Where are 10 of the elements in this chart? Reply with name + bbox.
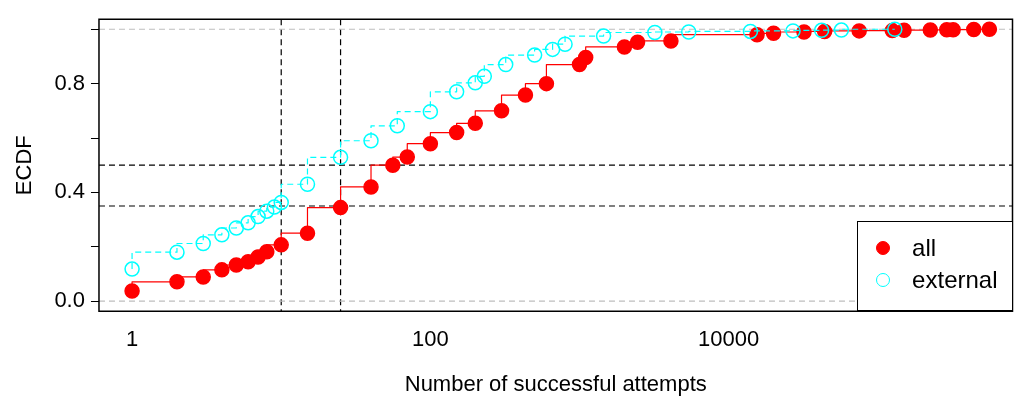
y-tick-label: 0.4 xyxy=(54,178,85,204)
x-tick-label: 100 xyxy=(412,326,449,352)
x-axis-title: Number of successful attempts xyxy=(404,370,707,396)
y-tick-label: 0.8 xyxy=(54,69,85,95)
y-tick-label: 0.0 xyxy=(54,287,85,313)
y-axis-title: ECDF xyxy=(11,135,37,196)
x-tick-label: 1 xyxy=(125,326,139,352)
legend-label: external xyxy=(912,265,998,296)
legend-label: all xyxy=(912,233,937,264)
x-tick-label: 10000 xyxy=(698,326,760,352)
